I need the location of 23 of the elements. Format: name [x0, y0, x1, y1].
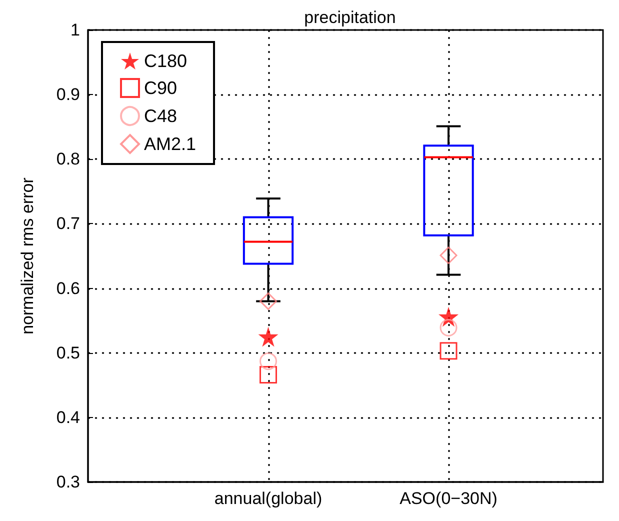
point — [440, 246, 458, 264]
y-tick-label: 0.8 — [56, 150, 80, 169]
y-axis-title: normalized rms error — [18, 177, 37, 334]
y-tick-label: 0.5 — [56, 343, 80, 362]
point — [260, 352, 278, 370]
legend-label: C180 — [144, 51, 188, 71]
point — [440, 318, 458, 336]
y-tick-label: 0.9 — [56, 85, 80, 104]
y-tick-label: 0.3 — [56, 472, 80, 492]
legend-label: AM2.1 — [144, 134, 196, 154]
y-tick-label: 0.4 — [56, 408, 80, 427]
point — [260, 366, 278, 384]
legend-label: C48 — [144, 106, 178, 126]
point — [260, 292, 278, 310]
x-tick-label: annual(global) — [214, 489, 322, 508]
chart-title: precipitation — [304, 8, 396, 27]
y-tick-label: 0.7 — [56, 214, 80, 234]
point — [258, 326, 278, 347]
point — [440, 342, 458, 360]
legend-label: C90 — [144, 78, 178, 98]
x-tick-label: ASO(0−30N) — [400, 489, 498, 508]
y-tick-label: 0.6 — [56, 278, 80, 298]
y-tick-label: 1 — [70, 20, 80, 40]
